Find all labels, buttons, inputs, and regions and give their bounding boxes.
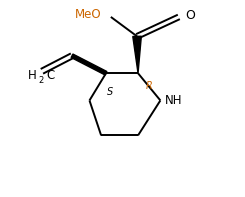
Text: O: O [186, 9, 196, 22]
Polygon shape [71, 54, 107, 75]
Text: R: R [146, 81, 153, 91]
Text: 2: 2 [38, 75, 43, 85]
Polygon shape [133, 36, 141, 73]
Text: H: H [28, 69, 37, 82]
Text: C: C [46, 69, 55, 82]
Text: NH: NH [165, 94, 183, 107]
Text: MeO: MeO [74, 8, 101, 21]
Text: S: S [107, 87, 113, 97]
